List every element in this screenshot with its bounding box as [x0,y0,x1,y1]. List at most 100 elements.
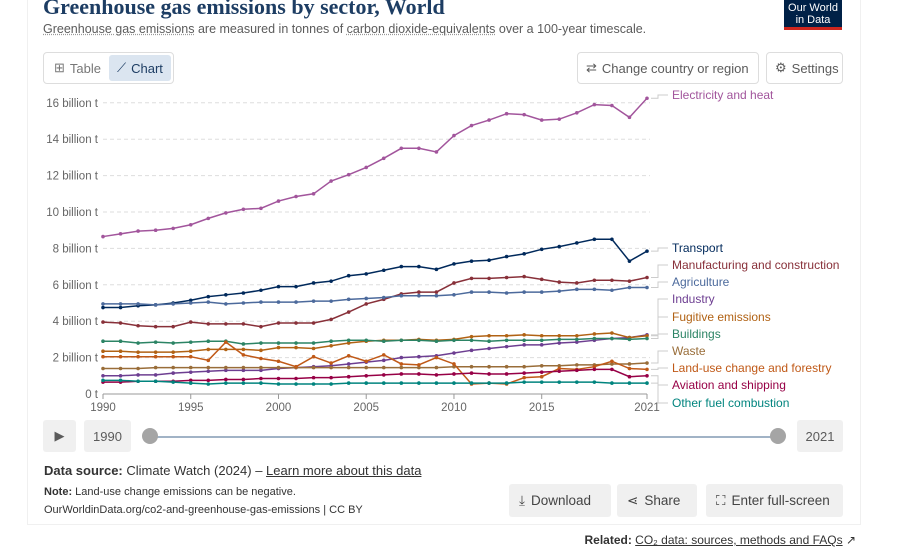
play-button[interactable]: ▶ [43,420,76,452]
data-point [557,380,562,384]
settings-button[interactable]: ⚙ Settings [766,52,843,84]
data-point [259,368,263,373]
data-point [381,353,386,357]
data-point [136,341,140,345]
data-point [469,259,474,263]
co2e-link[interactable]: carbon dioxide-equivalents [346,22,496,36]
legend-leader [651,94,668,99]
data-point [101,378,105,383]
data-point [346,374,351,379]
download-button[interactable]: ⤓ Download [509,484,611,517]
legend-leader [651,247,668,252]
data-point [101,339,105,344]
data-point [627,381,632,385]
data-point [259,324,263,329]
x-tick-label: 2010 [441,402,467,414]
data-point [188,378,193,383]
data-point [610,278,614,283]
y-tick-label: 14 billion t [46,134,99,146]
data-point [153,228,158,232]
view-toggle: ⊞ Table ⟋ Chart [43,52,174,84]
data-point [417,290,421,294]
data-point [101,320,105,324]
data-point [294,300,298,304]
data-point [539,370,544,374]
legend-leader [651,382,668,404]
data-point [171,324,175,329]
data-point [206,300,211,304]
y-tick-label: 6 billion t [53,280,99,292]
series-line-3 [103,286,647,306]
tab-chart[interactable]: ⟋ Chart [108,55,171,81]
data-point [294,376,298,381]
data-point [118,366,123,371]
related-faq-link[interactable]: CO₂ data: sources, methods and FAQs [635,533,843,547]
data-point [522,343,526,347]
data-point [136,302,140,306]
data-point [504,111,509,116]
data-point [399,146,404,151]
data-point [645,249,649,253]
button-label: Settings [791,60,839,76]
data-point [522,333,526,337]
data-point [224,293,228,297]
data-point [241,381,246,385]
data-point [645,374,649,378]
change-region-button[interactable]: ⇄ Change country or region [577,52,759,84]
data-point [575,363,579,367]
data-point [294,341,298,345]
fullscreen-button[interactable]: ⛶ Enter full-screen [706,484,843,517]
ghg-link[interactable]: Greenhouse gas emissions [43,22,195,36]
external-link-icon: ↗ [845,533,856,547]
data-point [101,305,105,310]
x-tick-label: 1995 [178,402,204,414]
data-point [469,381,474,385]
data-point [522,338,526,343]
end-year[interactable]: 2021 [797,420,843,452]
data-point [487,364,491,369]
data-point [487,346,491,351]
data-point [153,373,158,377]
start-year[interactable]: 1990 [84,420,131,452]
data-point [136,379,140,384]
data-point [259,206,263,211]
data-point [311,354,316,359]
data-point [118,349,123,354]
learn-more-link[interactable]: Learn more about this data [266,463,422,478]
data-point [224,340,228,344]
data-point [364,338,369,343]
data-point [276,300,281,304]
data-point [101,349,105,354]
data-point [241,291,246,295]
owid-logo[interactable]: Our World in Data [784,0,842,30]
end-handle[interactable] [770,428,786,444]
start-handle[interactable] [142,428,158,444]
data-point [539,343,544,347]
data-point [557,363,562,368]
tab-table[interactable]: ⊞ Table [46,55,109,81]
timeline-track[interactable] [150,436,778,438]
data-point [276,376,281,381]
share-button[interactable]: ⋖ Share [617,484,697,517]
button-label: Share [644,493,681,508]
data-point [469,371,474,375]
data-point [118,378,123,383]
data-point [118,232,123,236]
download-icon: ⤓ [519,492,525,508]
button-label: Change country or region [601,60,749,76]
data-point [171,365,175,370]
data-point [627,337,632,342]
data-point [434,373,439,377]
expand-icon: ⛶ [716,492,726,508]
data-point [224,381,228,385]
data-point [381,268,386,273]
data-point [417,338,421,343]
legend-label: Transport [672,241,724,255]
data-point [241,368,246,373]
x-tick-label: 2021 [634,402,660,414]
data-point [399,372,404,376]
data-point [224,302,228,306]
data-point [276,359,281,364]
data-point [575,241,579,245]
data-point [101,234,105,239]
